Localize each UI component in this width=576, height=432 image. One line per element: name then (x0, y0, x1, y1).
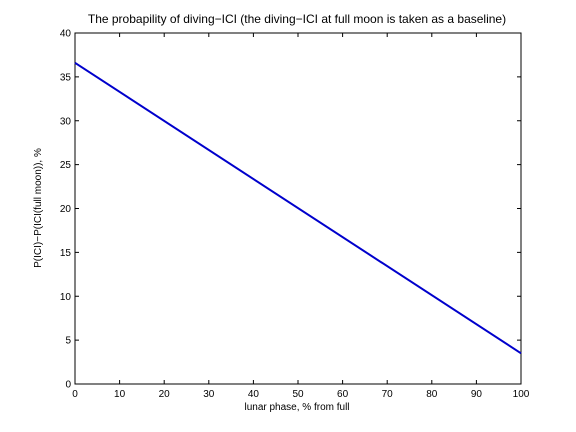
x-tick-label: 50 (292, 389, 304, 400)
series-line (74, 61, 522, 355)
x-tick-label: 100 (513, 389, 530, 400)
y-axis-ticks: 0 5 10 15 20 25 30 35 40 (60, 29, 521, 391)
y-tick-label: 15 (60, 248, 72, 259)
x-tick-label: 40 (248, 389, 260, 400)
x-tick-label: 20 (159, 389, 171, 400)
y-tick-label: 25 (60, 160, 72, 171)
x-tick-label: 70 (382, 389, 394, 400)
x-tick-label: 10 (114, 389, 126, 400)
y-tick-label: 35 (60, 72, 72, 83)
series-layer (74, 61, 522, 355)
x-tick-label: 80 (426, 389, 438, 400)
y-tick-label: 0 (65, 380, 71, 391)
x-axis-ticks: 0 10 20 30 40 50 60 70 80 90 100 (72, 33, 530, 400)
y-axis-label: P(ICI)−P(ICI(full moon)), % (33, 148, 44, 268)
x-tick-label: 90 (471, 389, 483, 400)
y-tick-label: 5 (65, 336, 71, 347)
x-tick-label: 30 (203, 389, 215, 400)
chart-title: The probapility of diving−ICI (the divin… (88, 12, 506, 26)
x-tick-label: 60 (337, 389, 349, 400)
y-tick-label: 40 (60, 29, 72, 40)
y-tick-label: 10 (60, 292, 72, 303)
x-axis-label: lunar phase, % from full (244, 402, 349, 413)
y-tick-label: 20 (60, 204, 72, 215)
y-tick-label: 30 (60, 116, 72, 127)
x-tick-label: 0 (72, 389, 78, 400)
